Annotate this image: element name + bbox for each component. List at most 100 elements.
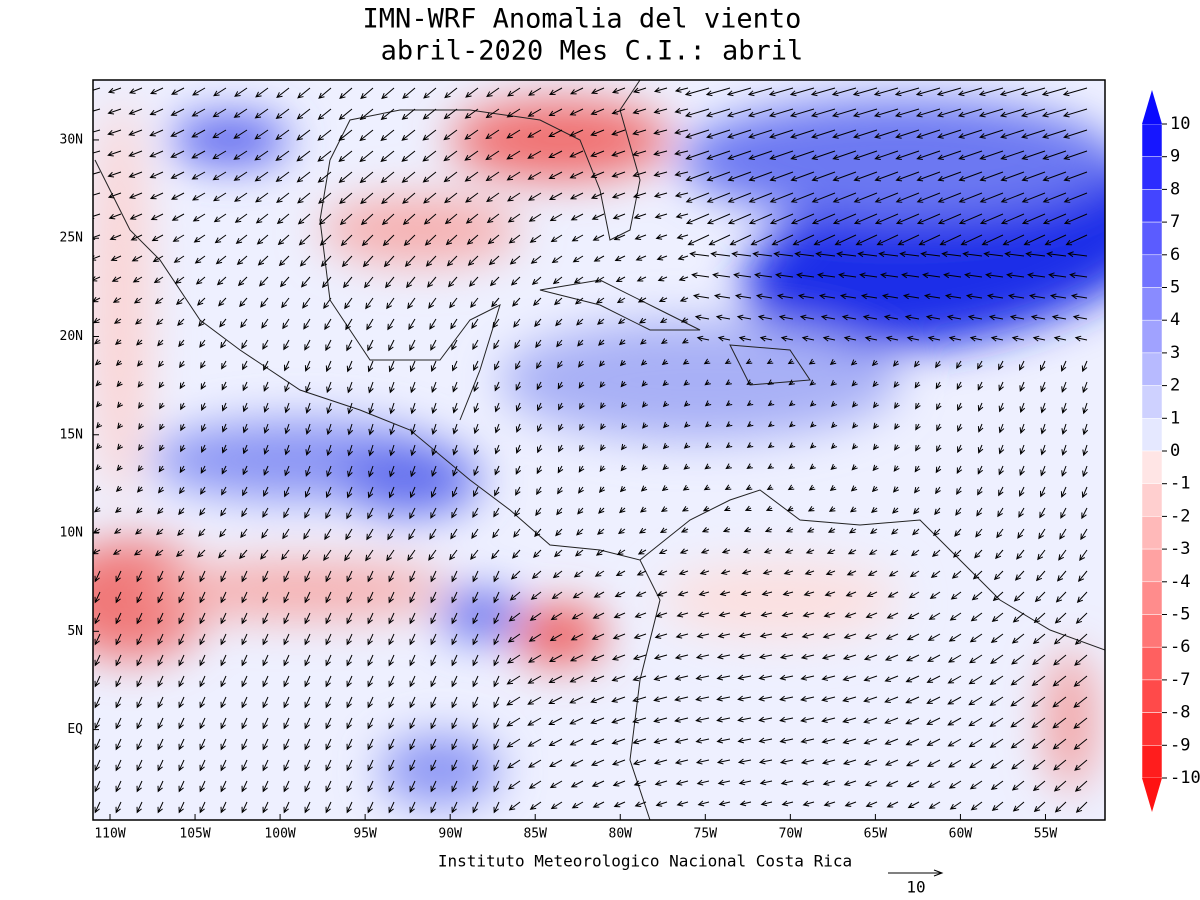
wind-arrow (674, 191, 689, 198)
wind-arrow (659, 317, 668, 323)
wind-arrow (320, 255, 332, 267)
wind-arrow (552, 276, 563, 285)
wind-arrow (199, 675, 206, 688)
wind-arrow (150, 87, 164, 95)
wind-arrow (1061, 402, 1067, 414)
wind-arrow (136, 780, 143, 793)
wind-arrow (716, 737, 731, 744)
wind-arrow (344, 297, 353, 310)
wind-arrow (809, 400, 817, 407)
wind-arrow (447, 276, 458, 288)
wind-arrow (916, 213, 941, 225)
wind-arrow (1081, 360, 1088, 373)
wind-arrow (916, 150, 941, 161)
wind-arrow (948, 759, 962, 768)
wind-arrow (156, 318, 164, 326)
wind-arrow (943, 272, 962, 279)
wind-arrow (570, 633, 584, 641)
wind-arrow (422, 129, 437, 141)
wind-arrow (200, 360, 206, 369)
wind-arrow (386, 297, 395, 310)
wind-arrow (818, 293, 836, 300)
wind-arrow (767, 400, 775, 407)
wind-arrow (569, 150, 584, 158)
wind-arrow (220, 591, 227, 604)
wind-arrow (895, 171, 920, 182)
wind-arrow (472, 339, 479, 351)
wind-arrow (1033, 612, 1046, 624)
wind-arrow (452, 423, 459, 435)
wind-arrow (811, 213, 836, 225)
wind-arrow (548, 675, 563, 684)
wind-arrow (367, 696, 374, 709)
wind-arrow (662, 400, 670, 408)
wind-arrow (233, 129, 248, 139)
wind-arrow (675, 779, 689, 786)
wind-arrow (1019, 402, 1026, 413)
wind-arrow (422, 150, 437, 162)
wind-arrow (788, 463, 795, 470)
wind-arrow (409, 675, 416, 688)
wind-arrow (685, 192, 710, 203)
colorbar-tick-label: 0 (1170, 441, 1180, 461)
wind-arrow (700, 548, 710, 554)
wind-arrow (591, 213, 605, 220)
wind-arrow (719, 590, 731, 597)
wind-arrow (979, 129, 1004, 139)
wind-arrow (178, 675, 185, 688)
wind-arrow (590, 150, 605, 158)
wind-arrow (283, 738, 290, 751)
colorbar-swatch (1141, 516, 1163, 550)
wind-arrow (674, 758, 689, 765)
wind-arrow (1041, 108, 1067, 118)
wind-arrow (785, 527, 794, 533)
wind-arrow (939, 234, 962, 246)
wind-arrow (695, 716, 710, 723)
wind-arrow (493, 633, 500, 646)
wind-arrow (198, 318, 206, 327)
wind-arrow (863, 717, 878, 724)
x-tick-label: 100W (264, 827, 295, 842)
wind-arrow (1082, 444, 1088, 457)
wind-arrow (906, 780, 920, 788)
wind-arrow (528, 654, 542, 663)
wind-arrow (811, 192, 836, 203)
wind-arrow (611, 696, 626, 703)
wind-arrow (787, 358, 795, 365)
wind-arrow (548, 696, 563, 705)
wind-arrow (750, 234, 773, 246)
wind-arrow (254, 150, 269, 161)
wind-arrow (790, 150, 815, 161)
wind-arrow (107, 129, 122, 136)
wind-arrow (934, 507, 941, 516)
wind-arrow (95, 443, 103, 450)
wind-arrow (615, 276, 626, 283)
wind-arrow (865, 801, 878, 808)
wind-arrow (884, 654, 899, 661)
wind-arrow (1052, 675, 1067, 687)
wind-arrow (905, 717, 920, 725)
wind-arrow (891, 528, 899, 535)
wind-arrow (936, 87, 962, 97)
wind-arrow (515, 381, 521, 391)
wind-arrow (964, 272, 983, 279)
wind-arrow (989, 738, 1004, 748)
wind-arrow (548, 717, 563, 726)
wind-arrow (948, 654, 962, 663)
wind-arrow (592, 234, 605, 241)
wind-arrow (927, 759, 941, 767)
wind-arrow (1054, 612, 1067, 624)
wind-arrow (430, 507, 437, 519)
wind-arrow (887, 591, 899, 598)
wind-arrow (263, 381, 269, 392)
wind-arrow (548, 129, 563, 138)
wind-arrow (639, 338, 647, 345)
wind-arrow (299, 255, 311, 267)
wind-arrow (757, 314, 773, 321)
wind-arrow (359, 171, 374, 184)
wind-arrow (93, 317, 101, 324)
wind-arrow (653, 696, 668, 703)
wind-arrow (242, 402, 249, 413)
wind-arrow (738, 335, 752, 342)
wind-arrow (767, 442, 775, 449)
